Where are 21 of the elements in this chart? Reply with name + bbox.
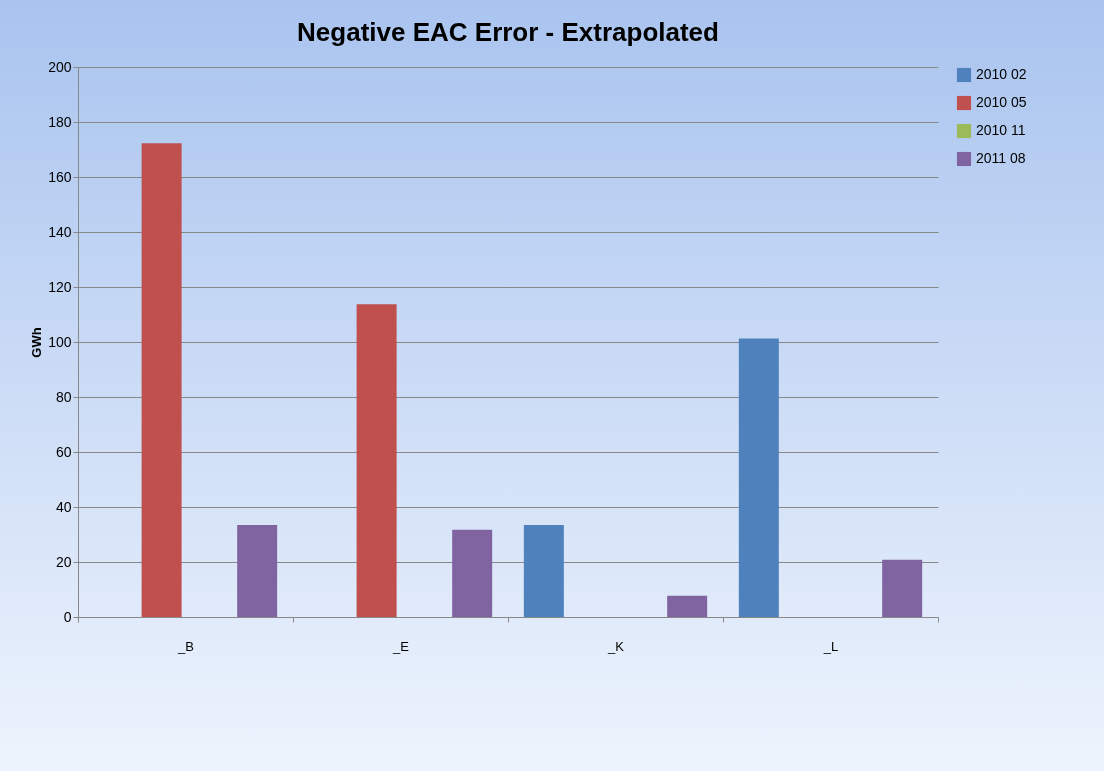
y-tick-label: 180: [48, 113, 72, 130]
x-tick-label: _E: [392, 638, 410, 654]
y-tick-label: 40: [55, 498, 72, 515]
legend-label: 2010 11: [976, 122, 1026, 138]
y-tick-label: 200: [48, 58, 72, 75]
legend-label: 2010 05: [976, 94, 1027, 110]
y-tick-label: 160: [48, 168, 72, 185]
x-tick-label: _B: [177, 638, 194, 654]
x-tick-label: _L: [822, 638, 839, 654]
y-tick-label: 20: [55, 553, 72, 570]
y-axis-title: GWh: [29, 327, 45, 358]
y-tick-label: 100: [48, 333, 72, 350]
legend-label: 2010 02: [976, 66, 1027, 82]
y-tick-label: 140: [48, 223, 72, 240]
y-tick-label: 0: [63, 608, 72, 625]
legend-label: 2011 08: [976, 150, 1026, 166]
chart-title: Negative EAC Error - Extrapolated: [297, 17, 719, 47]
y-tick-label: 80: [55, 388, 72, 405]
y-tick-label: 60: [55, 443, 72, 460]
y-tick-label: 120: [48, 278, 72, 295]
x-tick-label: _K: [607, 638, 625, 654]
